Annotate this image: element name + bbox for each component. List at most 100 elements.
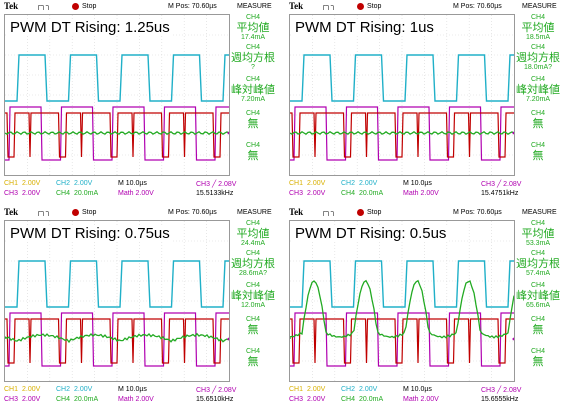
ch1-scale: 2.00V — [307, 386, 326, 393]
ch1-trace — [5, 112, 229, 158]
measurement-channel: CH4 — [530, 348, 545, 355]
measurement-item[interactable]: CH4 峰対峰値 12.0mA — [230, 282, 276, 310]
measurement-item[interactable]: CH4 無 — [515, 142, 561, 162]
horizontal-position: M Pos: 70.60µs — [168, 209, 217, 216]
measurement-value: 7.20mA — [240, 96, 266, 103]
ch3-level-marker-icon — [512, 335, 514, 343]
measurement-item[interactable]: CH4 無 — [230, 110, 276, 130]
measurement-value: 28.6mA? — [238, 270, 268, 277]
measurement-item[interactable]: CH4 無 — [515, 316, 561, 336]
measurement-label: 無 — [532, 118, 544, 130]
measure-menu-title[interactable]: MEASURE — [522, 209, 557, 216]
measurement-label: 平均値 — [236, 228, 270, 240]
scope-panel-2: Tek ┌┐┐ Stop M Pos: 70.60µs MEASURE PWM … — [285, 0, 563, 202]
trigger-icon: ┌┐┐ — [36, 3, 51, 10]
measurement-channel: CH4 — [245, 76, 260, 83]
measure-menu-title[interactable]: MEASURE — [237, 209, 272, 216]
measurement-label: 週均方根 — [516, 258, 560, 270]
ch1-label: CH1 — [4, 180, 19, 187]
measurement-item[interactable]: CH4 無 — [230, 142, 276, 162]
measurement-item[interactable]: CH4 峰対峰値 65.6mA — [515, 282, 561, 310]
measurement-value: 18.5mA — [525, 34, 551, 41]
measurement-item[interactable]: CH4 峰対峰値 7.20mA — [230, 76, 276, 104]
measurement-item[interactable]: CH4 無 — [230, 348, 276, 368]
horizontal-position: M Pos: 70.60µs — [168, 3, 217, 10]
scope-header: Tek ┌┐┐ Stop M Pos: 70.60µs MEASURE — [0, 206, 278, 220]
ch2-trace — [5, 260, 229, 308]
ch4-label: CH4 — [341, 190, 356, 197]
measurement-item[interactable]: CH4 峰対峰値 7.20mA — [515, 76, 561, 104]
measurement-channel: CH4 — [530, 110, 545, 117]
measurement-sidebar: CH4 平均値 17.4mA CH4 週均方根? CH4 峰対峰値 7.20mA CH4 無 CH4… — [230, 14, 276, 176]
measurement-label: 無 — [247, 118, 259, 130]
measurement-channel: CH4 — [530, 44, 545, 51]
acquisition-status: Stop — [367, 3, 382, 10]
measurement-item[interactable]: CH4 平均値 53.3mA — [515, 220, 561, 248]
acquisition-status: Stop — [367, 209, 382, 216]
ch4-label: CH4 — [341, 396, 356, 403]
measurement-channel: CH4 — [245, 110, 260, 117]
ch1-label: CH1 — [289, 386, 304, 393]
measurement-label: 週均方根 — [231, 52, 275, 64]
measure-menu-title[interactable]: MEASURE — [522, 3, 557, 10]
measure-menu-title[interactable]: MEASURE — [237, 3, 272, 10]
scope-footer: CH1 2.00V CH2 2.00V M 10.0µs CH3 ╱ 2.08V… — [285, 178, 563, 202]
ch2-trace — [290, 260, 514, 308]
ch4-trace — [5, 332, 229, 344]
horizontal-position: M Pos: 70.60µs — [453, 3, 502, 10]
ch1-trace — [290, 318, 514, 364]
stop-indicator-icon — [72, 3, 79, 10]
stop-indicator-icon — [72, 209, 79, 216]
measurement-channel: CH4 — [530, 316, 545, 323]
scope-header: Tek ┌┐┐ Stop M Pos: 70.60µs MEASURE — [285, 206, 563, 220]
measurement-label: 無 — [247, 324, 259, 336]
ch3-scale: 2.00V — [22, 190, 41, 197]
measurement-item[interactable]: CH4 平均値 17.4mA — [230, 14, 276, 42]
measurement-sidebar: CH4 平均値 53.3mA CH4 週均方根 57.4mA CH4 峰対峰値 65.6mA CH… — [515, 220, 561, 382]
measurement-label: 峰対峰値 — [516, 84, 560, 96]
timebase: M 10.0µs — [403, 386, 432, 393]
measurement-item[interactable]: CH4 週均方根? — [230, 44, 276, 71]
measurement-label: 平均値 — [521, 228, 555, 240]
ch2-scale: 2.00V — [74, 180, 93, 187]
measurement-channel: CH4 — [530, 220, 545, 227]
measurement-label: 平均値 — [236, 22, 270, 34]
trigger-icon: ┌┐┐ — [321, 209, 336, 216]
trigger-frequency: 15.6555kHz — [481, 396, 519, 403]
horizontal-position: M Pos: 70.60µs — [453, 209, 502, 216]
measurement-channel: CH4 — [530, 76, 545, 83]
measurement-sidebar: CH4 平均値 24.4mA CH4 週均方根 28.6mA? CH4 峰対峰値 12.0mA C… — [230, 220, 276, 382]
measurement-item[interactable]: CH4 無 — [230, 316, 276, 336]
ch3-scale: 2.00V — [307, 190, 326, 197]
ch4-scale: 20.0mA — [359, 396, 384, 403]
measurement-mark: ? — [251, 64, 255, 71]
trigger-level: CH3 ╱ 2.08V — [481, 181, 522, 188]
ch2-label: CH2 — [56, 386, 71, 393]
scope-header: Tek ┌┐┐ Stop M Pos: 70.60µs MEASURE — [285, 0, 563, 14]
scope-panel-3: Tek ┌┐┐ Stop M Pos: 70.60µs MEASURE PWM … — [0, 206, 278, 408]
panel-title: PWM DT Rising: 1us — [293, 19, 436, 36]
brand-logo: Tek — [289, 1, 304, 11]
scope-header: Tek ┌┐┐ Stop M Pos: 70.60µs MEASURE — [0, 0, 278, 14]
measurement-item[interactable]: CH4 平均値 24.4mA — [230, 220, 276, 248]
measurement-item[interactable]: CH4 週均方根 57.4mA — [515, 250, 561, 278]
measurement-label: 無 — [532, 324, 544, 336]
measurement-label: 峰対峰値 — [231, 84, 275, 96]
measurement-item[interactable]: CH4 無 — [515, 348, 561, 368]
ch4-trace — [290, 279, 514, 339]
measurement-label: 無 — [247, 150, 259, 162]
ch3-label: CH3 — [289, 396, 304, 403]
measurement-value: 12.0mA — [240, 302, 266, 309]
measurement-value: 18.0mA? — [523, 64, 553, 71]
measurement-item[interactable]: CH4 平均値 18.5mA — [515, 14, 561, 42]
measurement-value: 53.3mA — [525, 240, 551, 247]
ch2-trace — [290, 54, 514, 102]
measurement-channel: CH4 — [530, 14, 545, 21]
measurement-item[interactable]: CH4 週均方根 18.0mA? — [515, 44, 561, 72]
measurement-item[interactable]: CH4 無 — [515, 110, 561, 130]
measurement-channel: CH4 — [245, 250, 260, 257]
measurement-item[interactable]: CH4 週均方根 28.6mA? — [230, 250, 276, 278]
brand-logo: Tek — [4, 1, 19, 11]
measurement-channel: CH4 — [245, 220, 260, 227]
trigger-icon: ┌┐┐ — [321, 3, 336, 10]
